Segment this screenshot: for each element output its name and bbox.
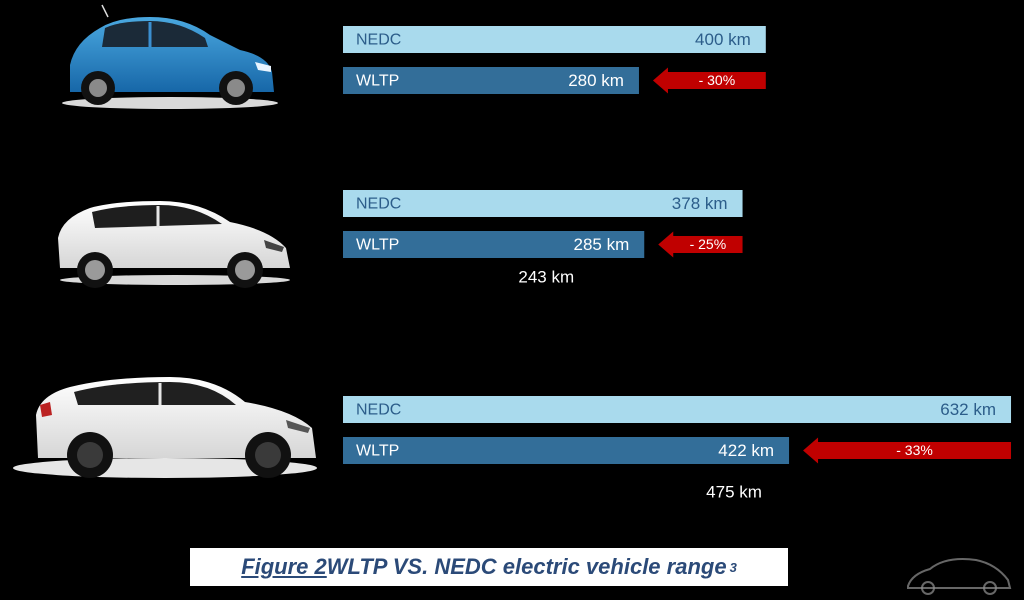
reduction-arrow-2: [658, 231, 743, 258]
reduction-label-3: - 33%: [896, 442, 933, 458]
nedc-bar-3: [343, 396, 1012, 423]
caption-text: WLTP VS. NEDC electric vehicle range: [326, 554, 727, 579]
reduction-label-2: - 25%: [690, 236, 727, 252]
nedc-label-3: NEDC: [356, 402, 401, 419]
car-watermark-icon: [907, 558, 1012, 595]
nedc-value-label-3: 632 km: [940, 400, 996, 419]
wltp-value-label-2: 285 km: [573, 235, 629, 254]
blue-compact-ev-image: [62, 4, 278, 109]
figure-label: Figure 2: [241, 554, 327, 579]
range-comparison-chart: NEDC 400 km WLTP 280 km - 30% NEDC 378 km WLTP 2…: [13, 4, 1012, 501]
nedc-bar-1: [343, 26, 766, 53]
nedc-value-label-1: 400 km: [695, 30, 751, 49]
reduction-arrow-3: [803, 437, 1012, 464]
figure-caption: Figure 2 WLTP VS. NEDC electric vehicle …: [190, 548, 788, 586]
reduction-label-1: - 30%: [699, 72, 736, 88]
nedc-value-label-2: 378 km: [672, 194, 728, 213]
extra-value-label-2: 243 km: [518, 267, 574, 286]
nedc-label-2: NEDC: [356, 196, 401, 213]
white-suv-ev-image: [13, 377, 317, 478]
extra-value-label-3: 475 km: [706, 482, 762, 501]
caption-superscript: 3: [729, 559, 737, 575]
reduction-arrow-1: [652, 67, 766, 94]
wltp-bar-3: [343, 437, 790, 464]
white-hatchback-ev-image: [58, 201, 290, 288]
wltp-bar-2: [343, 231, 645, 258]
wltp-bar-1: [343, 67, 639, 94]
wltp-label-3: WLTP: [356, 443, 399, 460]
wltp-label-2: WLTP: [356, 237, 399, 254]
nedc-bar-2: [343, 190, 743, 217]
wltp-value-label-3: 422 km: [718, 441, 774, 460]
wltp-label-1: WLTP: [356, 73, 399, 90]
nedc-label-1: NEDC: [356, 32, 401, 49]
wltp-value-label-1: 280 km: [568, 71, 624, 90]
